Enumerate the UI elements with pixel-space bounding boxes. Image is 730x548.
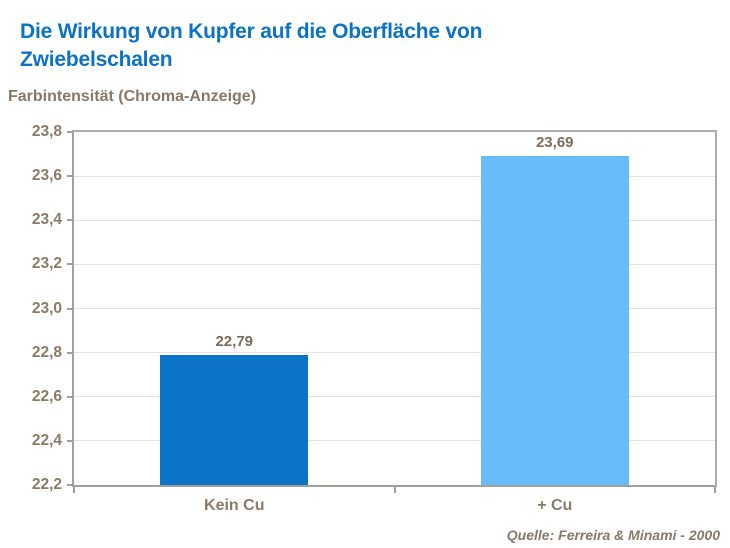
y-tick-mark	[67, 219, 72, 222]
bar-kein-cu	[160, 354, 309, 485]
y-gridline	[74, 352, 715, 354]
y-tick-mark	[67, 395, 72, 398]
y-tick-label: 23,2	[31, 255, 62, 273]
y-tick-mark	[67, 484, 72, 486]
y-tick-label: 23,0	[31, 299, 62, 317]
y-tick-mark	[67, 439, 72, 442]
x-tick-mark	[393, 487, 396, 493]
y-tick-mark	[67, 175, 72, 178]
y-tick-label: 22,4	[31, 431, 62, 449]
y-tick-mark	[67, 263, 72, 266]
y-tick-label: 23,4	[31, 211, 62, 229]
y-tick-mark	[67, 351, 72, 354]
y-gridline	[74, 263, 715, 265]
x-tick-mark	[714, 487, 716, 493]
y-gridline	[74, 440, 715, 442]
chart-title: Die Wirkung von Kupfer auf die Oberfläch…	[20, 20, 483, 71]
x-tick-mark	[73, 487, 75, 493]
y-axis-title: Farbintensität (Chroma-Anzeige)	[8, 88, 257, 105]
bar-value-label: 23,69	[535, 134, 574, 152]
y-gridline	[74, 308, 715, 309]
source-note: Quelle: Ferreira & Minami - 2000	[506, 527, 720, 543]
y-tick-mark	[67, 307, 72, 310]
bar-value-label: 22,79	[215, 332, 254, 350]
y-gridline	[74, 396, 715, 398]
y-gridline	[74, 175, 715, 177]
y-tick-label: 23,8	[31, 123, 62, 140]
x-category-label: + Cu	[537, 497, 573, 514]
y-tick-label: 23,6	[31, 167, 62, 185]
y-gridline	[74, 219, 715, 221]
y-tick-label: 22,2	[31, 476, 62, 493]
plot-area: 22,2 22,4 22,6 22,8 23,0 23,2 23,4 23,6 23,8 22,7…	[32, 123, 717, 514]
bar--cu	[480, 156, 629, 485]
y-tick-mark	[67, 131, 72, 133]
x-category-label: Kein Cu	[204, 497, 265, 514]
y-tick-label: 22,6	[31, 387, 62, 405]
y-tick-label: 22,8	[31, 343, 62, 361]
